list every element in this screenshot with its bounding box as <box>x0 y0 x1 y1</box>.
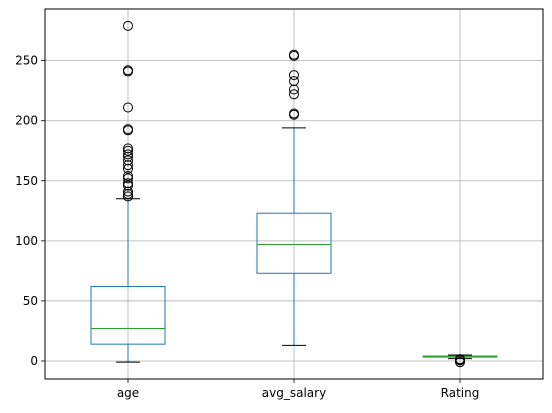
outlier-point <box>123 191 133 202</box>
outlier-point <box>455 354 465 365</box>
outlier-point <box>123 143 133 154</box>
y-tick-label: 100 <box>15 234 38 248</box>
outlier-point <box>289 49 299 60</box>
y-tick-label: 0 <box>30 354 38 368</box>
outlier-point <box>123 173 133 184</box>
outlier-point <box>289 76 299 87</box>
iqr-box <box>90 286 166 345</box>
outlier-point <box>289 89 299 100</box>
box-plot-series <box>90 20 498 368</box>
outlier-point <box>123 20 133 31</box>
x-tick-label-rating: Rating <box>441 386 480 400</box>
iqr-box <box>256 212 332 274</box>
outlier-point <box>123 145 133 156</box>
outlier-point <box>123 163 133 174</box>
box-rating <box>422 354 498 368</box>
y-tick-label: 150 <box>15 174 38 188</box>
outlier-point <box>123 149 133 160</box>
outlier-point <box>123 186 133 197</box>
outlier-point <box>289 70 299 81</box>
y-tick-label: 50 <box>23 294 38 308</box>
outlier-point <box>289 108 299 119</box>
box-avg-salary <box>256 49 332 346</box>
axis-ticks: 0 50 100 150 200 250 age avg_salary Rating <box>15 54 479 400</box>
outlier-point <box>123 124 133 135</box>
outlier-point <box>123 102 133 113</box>
outlier-point <box>123 155 133 166</box>
x-tick-label-age: age <box>117 386 139 400</box>
outlier-point <box>123 170 133 181</box>
y-tick-label: 200 <box>15 114 38 128</box>
box-age <box>90 20 166 363</box>
outlier-point <box>289 84 299 95</box>
outlier-point <box>123 65 133 76</box>
outlier-point <box>123 189 133 199</box>
outlier-point <box>123 180 133 191</box>
y-tick-label: 250 <box>15 54 38 68</box>
x-tick-label-avg_salary: avg_salary <box>262 386 326 400</box>
outlier-point <box>123 178 133 189</box>
outlier-point <box>123 151 133 162</box>
outlier-point <box>123 160 133 171</box>
